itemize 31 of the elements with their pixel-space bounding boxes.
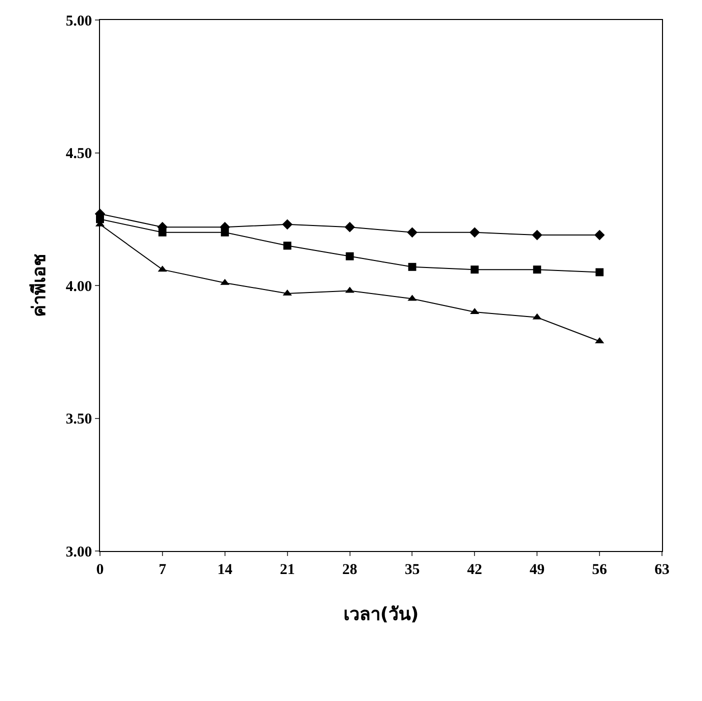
y-tick-label: 5.00 xyxy=(66,13,92,30)
y-tick-label: 4.00 xyxy=(66,278,92,295)
x-tick-label: 7 xyxy=(158,562,167,578)
point xyxy=(407,227,418,238)
point xyxy=(470,266,479,274)
y-tick-label: 3.00 xyxy=(66,544,92,560)
x-tick-label: 42 xyxy=(467,562,482,578)
point xyxy=(346,252,354,260)
point xyxy=(532,230,542,240)
point xyxy=(283,242,292,250)
x-tick-label: 49 xyxy=(530,562,545,578)
point xyxy=(158,228,166,236)
y-axis-title: ค่าพีเอช xyxy=(28,254,50,317)
x-tick-label: 0 xyxy=(96,562,104,578)
x-tick-label: 21 xyxy=(280,562,295,578)
x-tick-label: 63 xyxy=(654,562,670,578)
point xyxy=(533,266,542,274)
point xyxy=(594,230,605,240)
x-axis-title: เวลา(วัน) xyxy=(343,604,419,626)
x-tick-label: 56 xyxy=(592,562,608,578)
point xyxy=(408,262,416,271)
point xyxy=(344,222,355,232)
point xyxy=(220,228,229,236)
x-tick-label: 14 xyxy=(217,562,233,578)
x-tick-label: 28 xyxy=(342,562,358,578)
point xyxy=(469,227,480,238)
y-tick-label: 4.50 xyxy=(66,146,92,162)
point xyxy=(596,268,604,276)
y-tick-label: 3.50 xyxy=(66,412,92,428)
point xyxy=(282,219,293,230)
x-tick-label: 35 xyxy=(404,562,420,578)
